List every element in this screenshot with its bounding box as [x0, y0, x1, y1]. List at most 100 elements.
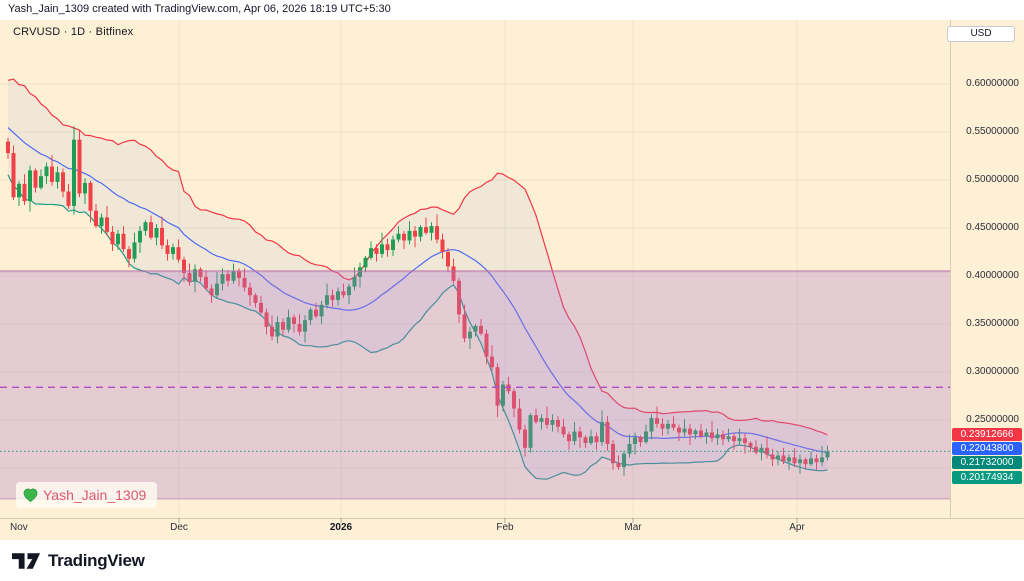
candle-body	[281, 322, 285, 330]
candle-body	[539, 418, 544, 422]
candle-body	[468, 331, 472, 339]
candle-body	[237, 271, 241, 278]
candle-body	[429, 226, 434, 233]
candle-body	[798, 459, 802, 464]
candle-body	[50, 166, 54, 182]
candle-body	[633, 437, 637, 444]
candle-body	[759, 447, 764, 453]
candle-body	[457, 280, 461, 315]
candle-body	[99, 217, 104, 227]
candle-body	[380, 244, 384, 254]
price-tick-label: 0.55000000	[966, 126, 1019, 137]
tradingview-wordmark[interactable]: TradingView	[48, 550, 145, 570]
candle-body	[528, 415, 533, 448]
candle-body	[176, 247, 181, 260]
candle-body	[259, 302, 263, 313]
candle-body	[402, 233, 406, 241]
candle-body	[754, 446, 758, 453]
tradingview-logo-icon[interactable]	[12, 552, 41, 570]
candle-body	[314, 309, 318, 317]
bollinger-basis-line	[7, 127, 828, 454]
price-tick-label: 0.60000000	[966, 78, 1019, 89]
candle-body	[644, 431, 648, 443]
price-axis[interactable]: 0.60000000 0.55000000 0.50000000 0.45000000…	[950, 20, 1024, 518]
candle-body	[72, 139, 76, 206]
candle-body	[671, 423, 676, 428]
candle-body	[83, 182, 87, 194]
candle-body	[220, 274, 225, 284]
candle-body	[22, 183, 27, 202]
candle-body	[226, 274, 230, 281]
candle-body	[616, 463, 621, 468]
candle-body	[55, 172, 60, 182]
candle-body	[704, 432, 709, 437]
candle-body	[556, 420, 560, 427]
candle-body	[105, 217, 109, 232]
candle-body	[407, 230, 412, 241]
candle-body	[33, 170, 38, 188]
candle-body	[721, 434, 725, 440]
candle-body	[517, 408, 522, 430]
time-axis-label: 2026	[329, 522, 353, 533]
candle-body	[132, 242, 137, 259]
candle-body	[424, 227, 428, 233]
candle-body	[567, 434, 571, 442]
price-tick-label: 0.30000000	[966, 366, 1019, 377]
time-axis-label: Mar	[624, 522, 642, 533]
candle-body	[572, 431, 577, 442]
price-tick-label: 0.45000000	[966, 222, 1019, 233]
candle-body	[726, 436, 731, 440]
bollinger-upper-line	[7, 78, 828, 436]
candle-body	[292, 317, 296, 324]
candle-body	[803, 459, 808, 465]
candle-body	[666, 423, 670, 429]
price-chart[interactable]	[0, 0, 950, 540]
candle-body	[231, 271, 236, 281]
candle-body	[44, 166, 49, 177]
candle-body	[28, 170, 32, 202]
candle-body	[171, 247, 175, 254]
candle-body	[649, 418, 654, 432]
candle-body	[490, 356, 494, 368]
candle-body	[770, 454, 775, 460]
currency-selector[interactable]: USD	[947, 26, 1015, 42]
candle-body	[462, 314, 467, 339]
candle-body	[534, 415, 538, 422]
candle-body	[253, 295, 258, 303]
candle-body	[699, 430, 703, 437]
candle-body	[347, 286, 351, 296]
candle-body	[6, 141, 10, 154]
symbol-title[interactable]: CRVUSD · 1D · Bitfinex	[13, 26, 134, 38]
candle-body	[303, 320, 307, 332]
candle-body	[160, 228, 164, 246]
candle-body	[435, 226, 439, 240]
candle-body	[600, 421, 604, 443]
price-tick-label: 0.40000000	[966, 270, 1019, 281]
candle-body	[149, 222, 153, 238]
price-tick-label: 0.35000000	[966, 318, 1019, 329]
candle-body	[638, 437, 643, 443]
candle-body	[677, 427, 681, 433]
candle-body	[363, 257, 368, 268]
candle-body	[66, 191, 71, 206]
chart-area[interactable]	[0, 20, 1024, 540]
candle-body	[765, 447, 769, 455]
footer: TradingView	[0, 540, 1024, 581]
attribution-text: Yash_Jain_1309 created with TradingView.…	[8, 3, 391, 15]
time-axis-label: Nov	[10, 522, 28, 533]
candle-body	[336, 291, 340, 300]
candle-body	[737, 438, 742, 442]
time-axis[interactable]: Nov Dec 2026 Feb Mar Apr	[0, 518, 1024, 540]
candle-body	[17, 183, 21, 198]
candle-body	[589, 436, 593, 444]
candle-body	[209, 288, 214, 296]
candle-body	[286, 317, 291, 330]
candle-body	[341, 291, 346, 296]
highlight-zone	[0, 270, 950, 500]
candle-body	[193, 269, 197, 282]
time-axis-label: Dec	[170, 522, 188, 533]
candle-body	[182, 259, 186, 274]
candle-body	[787, 457, 791, 462]
bollinger-fill	[8, 79, 828, 480]
